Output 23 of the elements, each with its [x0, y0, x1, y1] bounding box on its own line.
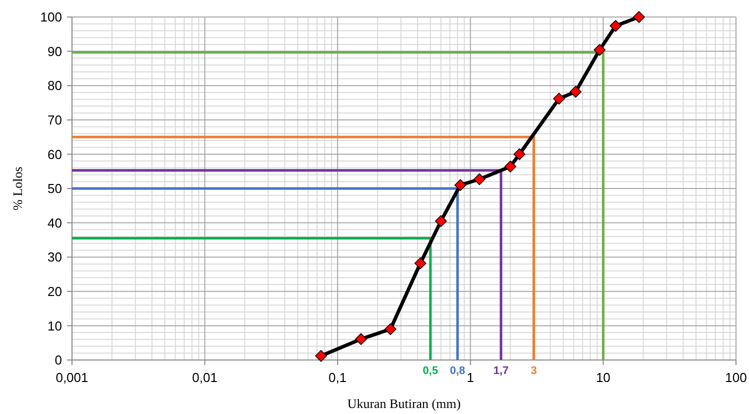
x-axis-title: Ukuran Butiran (mm) — [347, 396, 461, 411]
x-tick-label: 1 — [466, 370, 474, 385]
annotation: 3 — [530, 365, 537, 377]
y-tick-label: 90 — [48, 44, 62, 59]
y-tick-label: 20 — [48, 284, 62, 299]
x-tick-label: 100 — [725, 370, 747, 385]
y-tick-label: 0 — [54, 352, 62, 368]
y-tick-label: 40 — [48, 215, 62, 230]
y-tick-label: 50 — [48, 181, 62, 196]
x-tick-label: 0,01 — [192, 370, 218, 385]
x-tick-label: 0,1 — [328, 370, 347, 385]
y-axis-title: % Lolos — [10, 166, 25, 210]
annotation: 1,7 — [493, 365, 509, 377]
x-tick-label: 0,001 — [56, 370, 88, 385]
annotation: 0,5 — [422, 365, 438, 377]
y-tick-label: 100 — [40, 10, 62, 25]
annotation: 0,8 — [450, 365, 466, 377]
y-tick-label: 70 — [48, 112, 62, 128]
y-tick-label: 60 — [48, 146, 62, 162]
y-tick-label: 30 — [48, 250, 62, 265]
y-tick-label: 10 — [48, 318, 62, 334]
x-tick-label: 10 — [596, 370, 610, 385]
y-tick-label: 80 — [48, 78, 62, 94]
